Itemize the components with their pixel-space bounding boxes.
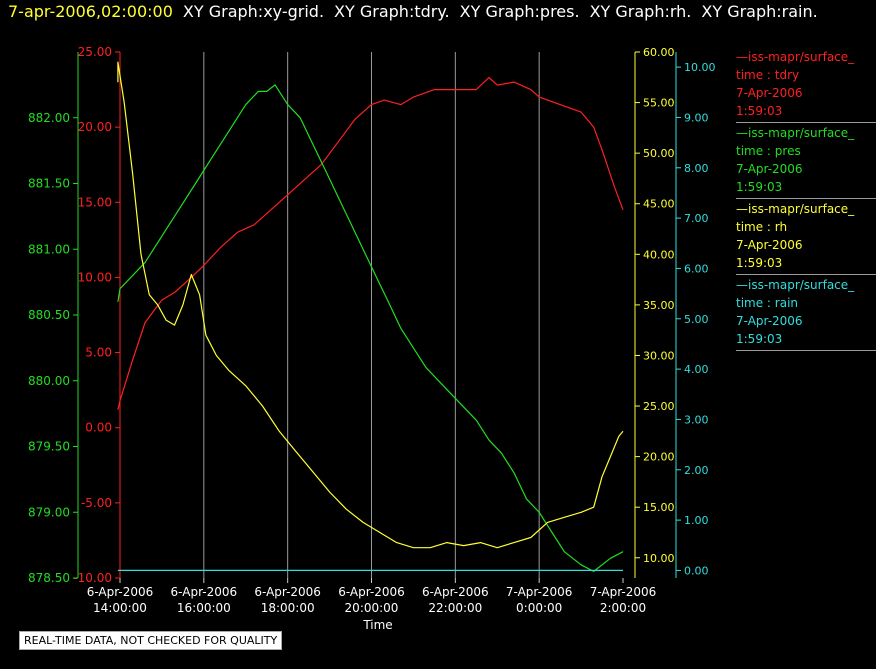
pres-tick-label: 878.50 [28,571,70,585]
graph-title-tdry: XY Graph:tdry. [334,2,450,21]
quality-warning-label: REAL-TIME DATA, NOT CHECKED FOR QUALITY [19,631,283,650]
header-timestamp: 7-apr-2006,02:00:00 [8,2,173,21]
legend-var: time : pres [736,144,801,158]
rain-tick-label: 9.00 [684,111,709,124]
rh-tick-label: 60.00 [643,46,675,59]
legend-time: 1:59:03 [736,180,783,194]
x-tick-label: 7-Apr-2006 [590,585,657,599]
legend-date: 7-Apr-2006 [736,238,803,252]
pres-tick-label: 879.00 [28,505,70,519]
rain-tick-label: 6.00 [684,262,709,275]
legend-entry-tdry: —iss-mapr/surface_ time : tdry 7-Apr-200… [736,48,876,123]
pres-tick-label: 880.50 [28,308,70,322]
graph-header: 7-apr-2006,02:00:00 XY Graph:xy-grid. XY G… [8,2,818,21]
legend-var: time : rh [736,220,788,234]
tdry-tick-label: 5.00 [85,346,112,360]
x-tick-label: 6-Apr-2006 [171,585,238,599]
rh-tick-label: 20.00 [643,451,675,464]
tdry-tick-label: 20.00 [78,120,112,134]
legend-date: 7-Apr-2006 [736,162,803,176]
x-tick-label: 22:00:00 [428,601,482,615]
pres-tick-label: 880.00 [28,374,70,388]
tdry-tick-label: -10.00 [73,571,112,585]
tdry-tick-label: 15.00 [78,195,112,209]
x-tick-label: 2:00:00 [600,601,646,615]
legend-entry-rain: —iss-mapr/surface_ time : rain 7-Apr-200… [736,276,876,351]
rh-tick-label: 50.00 [643,147,675,160]
rain-tick-label: 1.00 [684,514,709,527]
pres-series-line [117,84,624,573]
x-tick-label: 6-Apr-2006 [254,585,321,599]
x-tick-label: 7-Apr-2006 [506,585,573,599]
x-tick-label: 18:00:00 [261,601,315,615]
x-tick-label: 6-Apr-2006 [87,585,154,599]
rain-tick-label: 7.00 [684,212,709,225]
rain-tick-label: 3.00 [684,413,709,426]
legend-series-name: —iss-mapr/surface_ [736,126,855,140]
tdry-series-line [117,76,624,410]
legend-time: 1:59:03 [736,256,783,270]
legend-entry-pres: —iss-mapr/surface_ time : pres 7-Apr-200… [736,124,876,199]
legend-time: 1:59:03 [736,332,783,346]
pres-tick-label: 879.50 [28,440,70,454]
graph-title-pres: XY Graph:pres. [459,2,580,21]
legend-time: 1:59:03 [736,104,783,118]
legend-series-name: —iss-mapr/surface_ [736,202,855,216]
rain-tick-label: 2.00 [684,464,709,477]
rh-tick-label: 10.00 [643,552,675,565]
legend-series-name: —iss-mapr/surface_ [736,50,855,64]
x-tick-label: 6-Apr-2006 [338,585,405,599]
rh-tick-label: 25.00 [643,400,675,413]
x-tick-label: 6-Apr-2006 [422,585,489,599]
x-tick-label: 16:00:00 [177,601,231,615]
rh-tick-label: 40.00 [643,248,675,261]
graph-title-rain: XY Graph:rain. [701,2,818,21]
rh-tick-label: 45.00 [643,198,675,211]
graph-title-xy-grid: XY Graph:xy-grid. [182,2,325,21]
legend-entry-rh: —iss-mapr/surface_ time : rh 7-Apr-2006 … [736,200,876,275]
legend-date: 7-Apr-2006 [736,86,803,100]
pres-tick-label: 882.00 [28,111,70,125]
x-tick-label: 20:00:00 [345,601,399,615]
pres-tick-label: 881.00 [28,242,70,256]
legend-date: 7-Apr-2006 [736,314,803,328]
rh-tick-label: 15.00 [643,501,675,514]
rain-tick-label: 5.00 [684,313,709,326]
legend-var: time : tdry [736,68,800,82]
tdry-tick-label: 10.00 [78,270,112,284]
rh-tick-label: 30.00 [643,349,675,362]
x-axis-title: Time [362,618,392,632]
rh-tick-label: 35.00 [643,299,675,312]
rh-series-line [117,61,624,549]
pres-tick-label: 881.50 [28,177,70,191]
rain-tick-label: 8.00 [684,162,709,175]
legend-var: time : rain [736,296,799,310]
rain-tick-label: 4.00 [684,363,709,376]
tdry-tick-label: -5.00 [81,496,112,510]
x-tick-label: 0:00:00 [516,601,562,615]
legend-series-name: —iss-mapr/surface_ [736,278,855,292]
rh-tick-label: 55.00 [643,97,675,110]
x-tick-label: 14:00:00 [93,601,147,615]
rain-tick-label: 0.00 [684,564,709,577]
graph-title-rh: XY Graph:rh. [589,2,692,21]
tdry-tick-label: 0.00 [85,421,112,435]
tdry-tick-label: 25.00 [78,45,112,59]
rain-tick-label: 10.00 [684,61,716,74]
legend: —iss-mapr/surface_ time : tdry 7-Apr-200… [736,48,876,352]
